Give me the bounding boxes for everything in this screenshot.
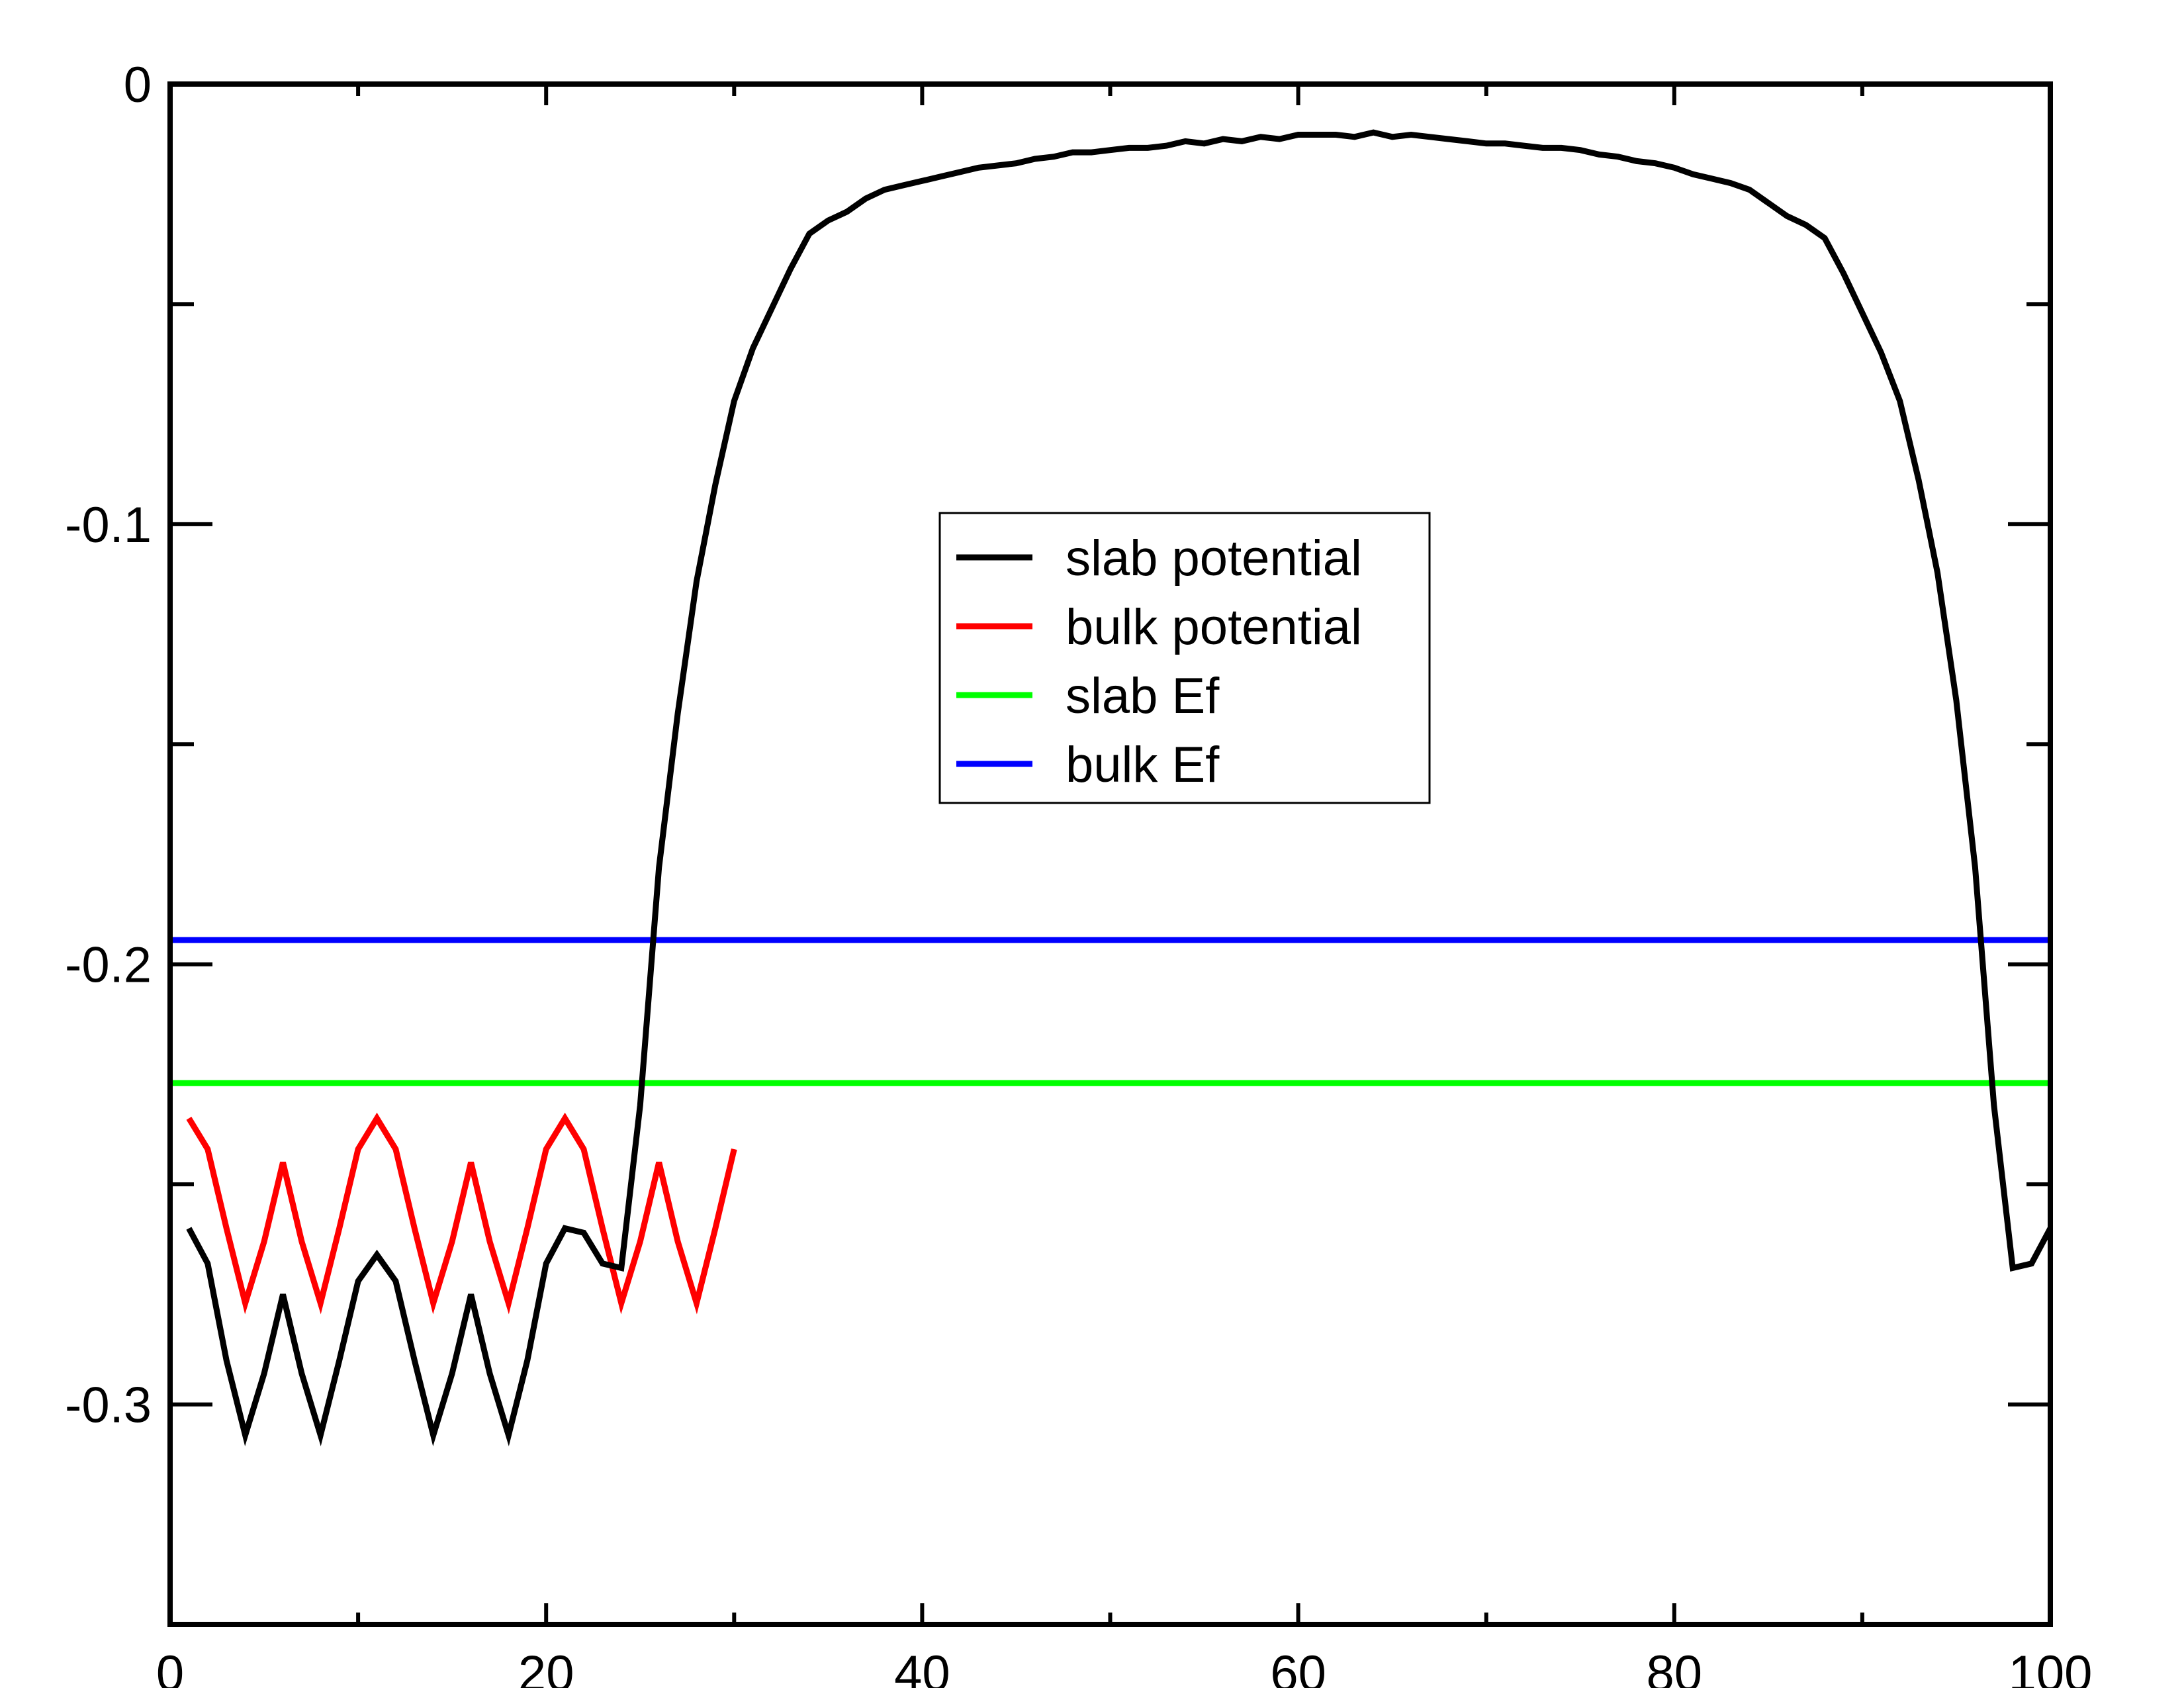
x-tick-label: 40: [894, 1646, 950, 1688]
y-tick-label: -0.1: [65, 497, 152, 553]
x-tick-label: 100: [2009, 1646, 2093, 1688]
x-tick-label: 20: [518, 1646, 574, 1688]
legend-box: [938, 512, 1431, 804]
axis-ticks: [170, 84, 2050, 1624]
x-tick-label: 80: [1647, 1646, 1703, 1688]
x-tick-label: 60: [1270, 1646, 1326, 1688]
y-tick-label: 0: [124, 57, 152, 113]
legend-label-bulk-ef: bulk Ef: [1066, 737, 1220, 793]
y-tick-label: -0.2: [65, 937, 152, 994]
x-tick-label: 0: [156, 1646, 184, 1688]
y-tick-label: -0.3: [65, 1378, 152, 1434]
legend-label-bulk-potential: bulk potential: [1066, 599, 1362, 655]
legend-label-slab-potential: slab potential: [1066, 530, 1362, 586]
series-layer: [170, 129, 2050, 1446]
axis-tick-labels: 0 20 40 60 80 100 0 -0.1 -0.2 -0.3: [65, 57, 2092, 1688]
legend-label-slab-ef: slab Ef: [1066, 668, 1220, 724]
series-line-bulk-potential: [186, 1112, 737, 1315]
plot-frame: [167, 81, 2053, 1627]
legend: slab potential bulk potential slab Ef bulk …: [938, 512, 1431, 804]
series-line-slab-potential: [186, 129, 2050, 1446]
